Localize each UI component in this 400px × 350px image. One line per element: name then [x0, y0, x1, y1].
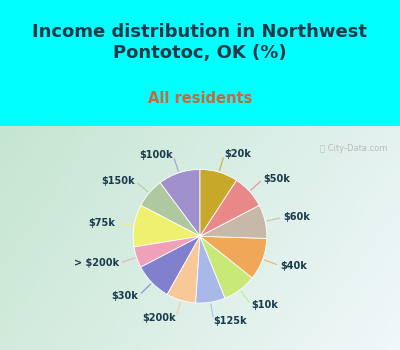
- Text: > $200k: > $200k: [74, 258, 119, 268]
- Text: $40k: $40k: [280, 261, 307, 271]
- Text: ⓘ City-Data.com: ⓘ City-Data.com: [320, 144, 388, 153]
- Text: $125k: $125k: [214, 316, 247, 326]
- Text: $200k: $200k: [142, 313, 176, 323]
- Wedge shape: [196, 236, 225, 303]
- Text: $75k: $75k: [89, 218, 116, 228]
- Wedge shape: [133, 205, 200, 247]
- Wedge shape: [141, 236, 200, 294]
- Wedge shape: [200, 169, 236, 236]
- Text: $20k: $20k: [224, 149, 251, 159]
- Wedge shape: [200, 236, 252, 298]
- Wedge shape: [200, 205, 267, 238]
- Text: $100k: $100k: [140, 150, 173, 160]
- Text: $50k: $50k: [263, 174, 290, 184]
- Wedge shape: [167, 236, 200, 303]
- Wedge shape: [200, 180, 259, 236]
- Text: $10k: $10k: [251, 300, 278, 310]
- Text: $60k: $60k: [283, 212, 310, 222]
- Text: Income distribution in Northwest
Pontotoc, OK (%): Income distribution in Northwest Pontoto…: [32, 23, 368, 62]
- Wedge shape: [134, 236, 200, 267]
- Text: $30k: $30k: [112, 291, 138, 301]
- Wedge shape: [141, 183, 200, 236]
- Wedge shape: [160, 169, 200, 236]
- Text: $150k: $150k: [101, 176, 135, 186]
- Wedge shape: [200, 236, 267, 278]
- Text: All residents: All residents: [148, 91, 252, 106]
